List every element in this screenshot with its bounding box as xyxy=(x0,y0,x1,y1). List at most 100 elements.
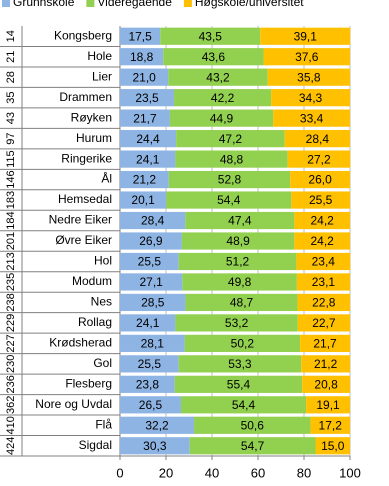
category-label: Nedre Eiker xyxy=(49,213,112,227)
value-label: 51,2 xyxy=(226,255,250,269)
value-label: 24,2 xyxy=(310,214,334,228)
bar-segment xyxy=(175,314,298,332)
bar-segment xyxy=(120,273,183,291)
value-label: 23,5 xyxy=(135,91,159,105)
bar-segment xyxy=(120,375,175,393)
bar-segment xyxy=(120,437,190,455)
x-tick-label: 100 xyxy=(339,465,361,480)
value-label: 47,2 xyxy=(219,132,243,146)
row-code: 235 xyxy=(5,273,17,291)
value-label: 21,2 xyxy=(314,357,338,371)
category-label: Kongsberg xyxy=(54,28,112,42)
value-label: 53,3 xyxy=(228,357,252,371)
x-tick-label: 40 xyxy=(205,465,219,480)
value-label: 17,2 xyxy=(319,418,343,432)
bar-segment xyxy=(287,150,351,168)
category-label: Lier xyxy=(92,69,112,83)
value-label: 26,9 xyxy=(139,234,163,248)
bar-segment xyxy=(315,437,350,455)
value-label: 20,8 xyxy=(314,378,338,392)
bar-segment xyxy=(120,232,182,250)
bar-segment xyxy=(182,273,297,291)
bar-segment xyxy=(120,109,170,127)
category-label: Ringerike xyxy=(61,151,112,165)
legend-label: Grunnskole xyxy=(13,0,75,9)
bar-segment xyxy=(310,416,350,434)
value-label: 27,1 xyxy=(139,275,163,289)
value-label: 22,8 xyxy=(312,296,336,310)
row-code: 115 xyxy=(5,150,17,168)
bar-segment xyxy=(284,130,350,148)
value-label: 22,7 xyxy=(312,316,336,330)
value-label: 24,1 xyxy=(136,152,160,166)
value-label: 48,8 xyxy=(220,152,244,166)
bar-segment xyxy=(120,416,195,434)
value-label: 24,4 xyxy=(136,132,160,146)
bar-segment xyxy=(168,68,268,86)
value-label: 23,8 xyxy=(136,378,160,392)
value-label: 18,8 xyxy=(130,50,154,64)
bar-segment xyxy=(185,293,298,312)
bar-segment xyxy=(296,252,351,271)
category-label: Røyken xyxy=(71,110,112,124)
category-label: Hemsedal xyxy=(58,192,112,206)
bar-segment xyxy=(120,293,186,312)
value-label: 50,2 xyxy=(231,337,255,351)
value-label: 44,9 xyxy=(210,111,234,125)
bar-segment xyxy=(174,89,272,107)
row-code: 201 xyxy=(5,232,17,250)
legend-swatch xyxy=(183,0,192,7)
value-label: 52,8 xyxy=(218,173,242,187)
bar-segment xyxy=(174,375,303,393)
bar-segment xyxy=(184,334,301,352)
legend-label: Videregående xyxy=(97,0,172,9)
bar-segment xyxy=(296,273,350,291)
value-label: 35,8 xyxy=(297,70,321,84)
value-label: 19,1 xyxy=(316,398,340,412)
bar-segment xyxy=(120,68,169,86)
value-label: 53,2 xyxy=(225,316,249,330)
bar-segment xyxy=(263,48,350,66)
bar-segment xyxy=(260,27,351,45)
bar-segment xyxy=(267,68,350,86)
value-label: 28,1 xyxy=(141,337,165,351)
category-label: Sigdal xyxy=(79,438,112,452)
value-label: 26,0 xyxy=(308,173,332,187)
value-label: 37,6 xyxy=(295,50,319,64)
bar-segment xyxy=(297,293,350,312)
value-label: 30,3 xyxy=(143,439,167,453)
bar-segment xyxy=(294,211,350,230)
value-label: 32,2 xyxy=(145,418,169,432)
row-code: 97 xyxy=(5,132,17,144)
row-code: 238 xyxy=(5,293,17,311)
bar-segment xyxy=(120,130,177,148)
category-label: Modum xyxy=(72,274,112,288)
category-label: Flå xyxy=(95,417,112,431)
bar-segment xyxy=(181,232,295,250)
value-label: 21,0 xyxy=(132,70,156,84)
bar-segment xyxy=(120,334,185,352)
bar-segment xyxy=(178,252,297,271)
legend-swatch xyxy=(86,0,95,7)
bar-segment xyxy=(169,109,274,127)
bar-segment xyxy=(176,130,285,148)
category-label: Hurum xyxy=(76,131,112,145)
bar-segment xyxy=(194,416,311,434)
category-label: Øvre Eiker xyxy=(55,233,112,247)
bar-segment xyxy=(160,27,261,45)
value-label: 28,4 xyxy=(306,132,330,146)
value-label: 24,1 xyxy=(136,316,160,330)
value-label: 23,1 xyxy=(312,275,336,289)
row-code: 184 xyxy=(5,211,17,229)
bar-segment xyxy=(294,232,350,250)
bar-segment xyxy=(168,170,291,189)
value-label: 27,2 xyxy=(307,152,331,166)
bar-segment xyxy=(271,89,350,107)
bar-segment xyxy=(120,170,169,189)
value-label: 50,6 xyxy=(241,418,265,432)
row-code: 183 xyxy=(5,191,17,209)
value-label: 15,0 xyxy=(321,439,345,453)
bar-segment xyxy=(300,334,350,352)
value-label: 39,1 xyxy=(294,29,318,43)
x-tick-label: 80 xyxy=(297,465,311,480)
